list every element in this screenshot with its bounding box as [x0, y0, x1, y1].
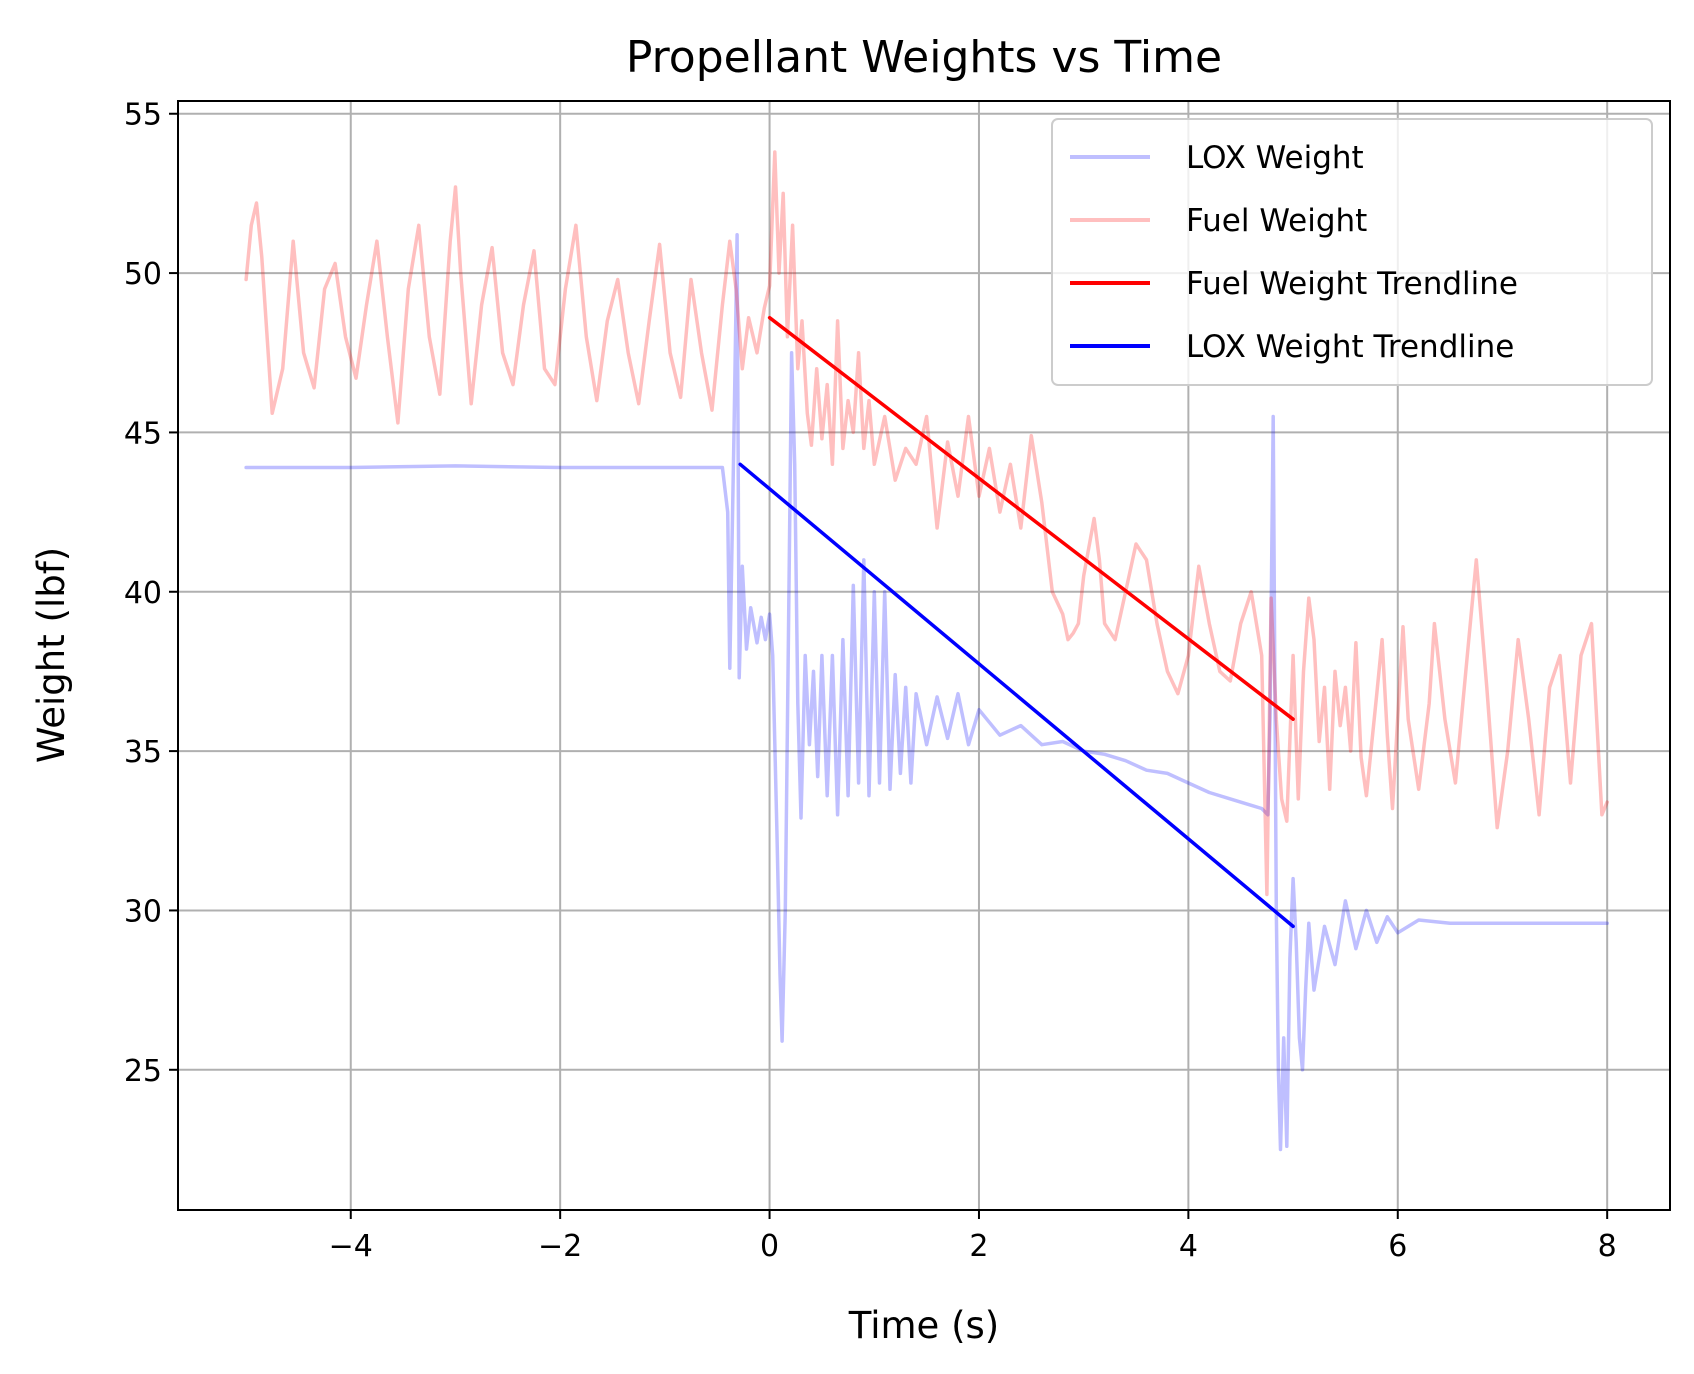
chart-title: Propellant Weights vs Time	[626, 32, 1222, 83]
legend-label-1: LOX Weight	[1186, 140, 1364, 176]
x-axis-label: Time (s)	[848, 1304, 999, 1347]
y-tick-label: 55	[124, 98, 162, 133]
series-group	[244, 150, 1609, 1152]
x-tick-label: 6	[1388, 1229, 1407, 1264]
y-tick-label: 40	[124, 576, 162, 611]
x-tick-label: 8	[1598, 1229, 1617, 1264]
plot-frame	[177, 100, 1671, 1211]
y-tick-label: 25	[124, 1054, 162, 1089]
legend-label-2: Fuel Weight	[1186, 203, 1367, 239]
ticks: −4 −2 0 2 4 6 8 25 30 35 40 45 50 55	[124, 98, 1617, 1264]
x-tick-label: −4	[329, 1229, 373, 1264]
y-tick-label: 50	[124, 257, 162, 292]
grid	[178, 101, 1670, 1210]
y-tick-label: 30	[124, 894, 162, 929]
x-tick-label: −2	[538, 1229, 582, 1264]
y-tick-label: 45	[124, 416, 162, 451]
legend-label-3: Fuel Weight Trendline	[1186, 266, 1518, 302]
x-tick-label: 4	[1179, 1229, 1198, 1264]
y-axis-label: Weight (lbf)	[30, 547, 73, 763]
legend-label-4: LOX Weight Trendline	[1186, 329, 1514, 365]
y-tick-label: 35	[124, 735, 162, 770]
legend: LOX Weight Fuel Weight Fuel Weight Trendli…	[1051, 118, 1653, 386]
x-tick-label: 2	[969, 1229, 988, 1264]
series-line-2	[244, 150, 1609, 897]
legend-box	[1051, 118, 1653, 386]
series-line-4	[738, 462, 1295, 929]
x-tick-label: 0	[760, 1229, 779, 1264]
series-line-3	[767, 315, 1295, 721]
series-line-1	[244, 233, 1609, 1152]
